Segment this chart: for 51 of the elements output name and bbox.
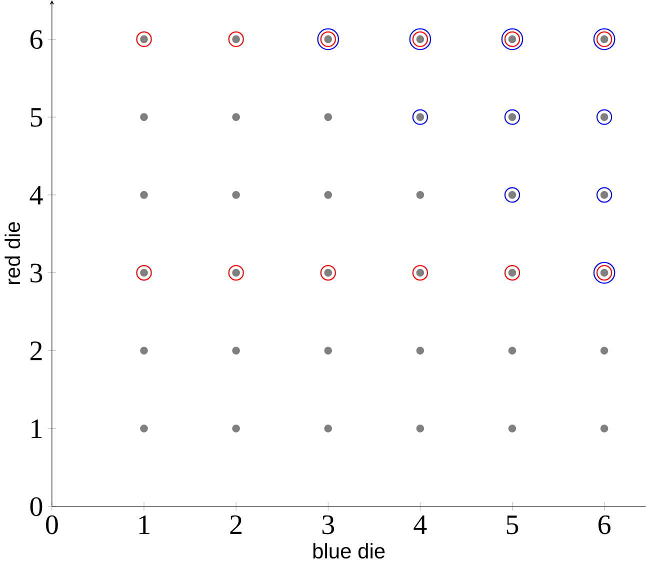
x-tick-label: 2 bbox=[230, 515, 242, 534]
point bbox=[412, 109, 428, 125]
point bbox=[508, 424, 516, 432]
x-axis-title: blue die bbox=[313, 543, 385, 558]
point bbox=[317, 28, 340, 50]
x-tick-label: 3 bbox=[322, 515, 334, 534]
point bbox=[228, 31, 244, 47]
point bbox=[232, 113, 240, 121]
x-tick-label: 4 bbox=[414, 515, 427, 534]
y-tick-label: 2 bbox=[30, 341, 42, 360]
point bbox=[324, 424, 332, 432]
point bbox=[416, 424, 424, 432]
point bbox=[140, 113, 148, 121]
point bbox=[232, 424, 240, 432]
point bbox=[232, 190, 240, 199]
point bbox=[140, 424, 148, 432]
y-axis-title: red die bbox=[4, 222, 20, 284]
point bbox=[504, 109, 520, 125]
point bbox=[232, 346, 240, 354]
point bbox=[140, 346, 148, 354]
point bbox=[409, 28, 432, 50]
point bbox=[600, 346, 608, 354]
x-tick-label: 5 bbox=[506, 516, 518, 534]
point bbox=[324, 346, 332, 354]
point bbox=[600, 424, 608, 432]
point bbox=[596, 186, 612, 203]
point bbox=[324, 113, 332, 121]
point bbox=[136, 264, 152, 281]
x-tick-label: 1 bbox=[139, 515, 150, 534]
y-tick-label: 3 bbox=[30, 264, 42, 282]
x-tick-label: 0 bbox=[46, 515, 58, 534]
point bbox=[324, 190, 332, 199]
point bbox=[501, 28, 524, 50]
point bbox=[504, 264, 520, 281]
point bbox=[416, 190, 424, 199]
point bbox=[228, 264, 244, 281]
point bbox=[504, 186, 520, 203]
point bbox=[593, 28, 616, 50]
y-tick-label: 6 bbox=[30, 30, 42, 49]
y-tick-label: 4 bbox=[30, 186, 43, 204]
point bbox=[136, 31, 152, 47]
point bbox=[596, 109, 612, 125]
y-tick-label: 1 bbox=[32, 419, 42, 438]
point bbox=[320, 264, 336, 281]
point bbox=[140, 190, 148, 199]
point bbox=[416, 346, 424, 354]
point bbox=[412, 264, 428, 281]
y-tick-label: 0 bbox=[30, 497, 42, 516]
x-tick-label: 6 bbox=[598, 515, 610, 534]
y-tick-label: 5 bbox=[30, 108, 42, 127]
point bbox=[508, 346, 516, 354]
